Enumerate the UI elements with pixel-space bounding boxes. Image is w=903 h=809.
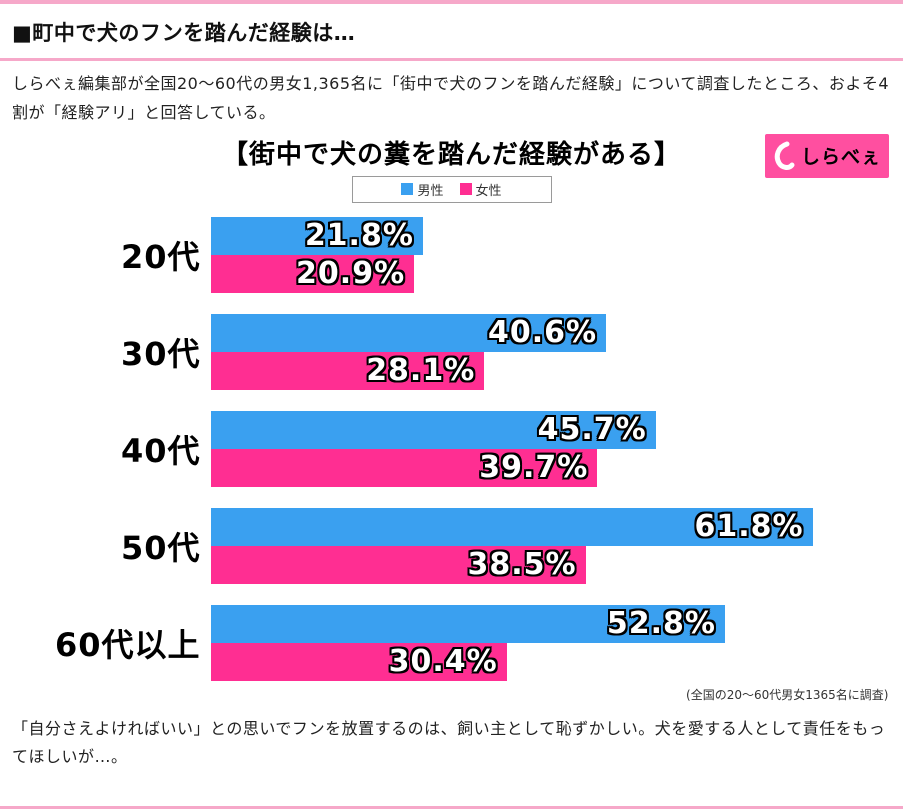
category-label: 60代以上	[54, 625, 201, 664]
bar-group: 40.6% 28.1%	[210, 313, 893, 390]
bar-rows: 20代 21.8% 20.9% 30代 40.6% 28.1% 40代 45.7% 39.7% 5…	[11, 216, 893, 681]
bar-value-label: 30.4%	[388, 643, 498, 679]
intro-paragraph: しらべぇ編集部が全国20〜60代の男女1,365名に「街中で犬のフンを踏んだ経験…	[12, 74, 890, 122]
bar-value-label: 40.6%	[487, 314, 598, 350]
bar-female: 28.1%	[210, 351, 485, 390]
bar-female: 20.9%	[210, 254, 415, 293]
chart-figure: 【街中で犬の糞を踏んだ経験がある】 男性 女性 しらべぇ 20代 21.8% 20.9…	[11, 133, 893, 703]
legend-label: 女性	[475, 183, 502, 199]
legend-item: 男性	[401, 180, 444, 199]
chart-note: (全国の20〜60代男女1365名に調査)	[686, 687, 889, 702]
bar-male: 52.8%	[210, 604, 725, 643]
top-divider	[0, 0, 903, 4]
shirabee-logo-icon	[772, 141, 796, 171]
bar-group: 52.8% 30.4%	[210, 604, 893, 681]
page-title: ■町中で犬のフンを踏んだ経験は…	[12, 21, 356, 45]
bar-value-label: 28.1%	[366, 352, 476, 388]
legend-item: 女性	[459, 180, 502, 199]
bottom-divider	[0, 806, 903, 809]
chart-row: 60代以上 52.8% 30.4%	[11, 604, 893, 681]
category-label: 50代	[120, 528, 201, 567]
bar-value-label: 21.8%	[304, 217, 414, 253]
bar-female: 38.5%	[210, 545, 586, 584]
bar-group: 21.8% 20.9%	[210, 216, 893, 293]
shirabee-logo: しらべぇ	[764, 133, 889, 178]
legend-label: 男性	[417, 183, 444, 199]
bar-male: 40.6%	[210, 313, 607, 352]
chart-title: 【街中で犬の糞を踏んだ経験がある】	[221, 139, 681, 170]
bar-male: 61.8%	[210, 507, 813, 546]
bar-female: 39.7%	[210, 448, 598, 487]
chart-legend: 男性 女性	[351, 175, 552, 203]
chart-row: 50代 61.8% 38.5%	[11, 507, 893, 584]
category-label: 30代	[120, 334, 201, 373]
category-label: 20代	[120, 237, 201, 276]
chart-row: 40代 45.7% 39.7%	[11, 410, 893, 487]
category-label: 40代	[120, 431, 201, 470]
bar-female: 30.4%	[210, 642, 507, 681]
outro-paragraph: 「自分さえよければいい」との思いでフンを放置するのは、飼い主として恥ずかしい。犬…	[12, 718, 886, 767]
legend-swatch	[459, 183, 472, 196]
bar-group: 45.7% 39.7%	[210, 410, 893, 487]
bar-male: 45.7%	[210, 410, 656, 449]
bar-group: 61.8% 38.5%	[210, 507, 893, 584]
shirabee-logo-text: しらべぇ	[800, 146, 881, 169]
legend-swatch	[401, 183, 414, 196]
bar-value-label: 61.8%	[694, 508, 804, 544]
bar-value-label: 20.9%	[296, 255, 406, 291]
bar-value-label: 39.7%	[479, 449, 589, 485]
chart-row: 20代 21.8% 20.9%	[11, 216, 893, 293]
bar-male: 21.8%	[210, 216, 423, 255]
chart-row: 30代 40.6% 28.1%	[11, 313, 893, 390]
bar-value-label: 45.7%	[537, 411, 647, 447]
bar-value-label: 38.5%	[467, 546, 577, 582]
bar-value-label: 52.8%	[606, 605, 716, 641]
heading-divider	[0, 58, 903, 61]
